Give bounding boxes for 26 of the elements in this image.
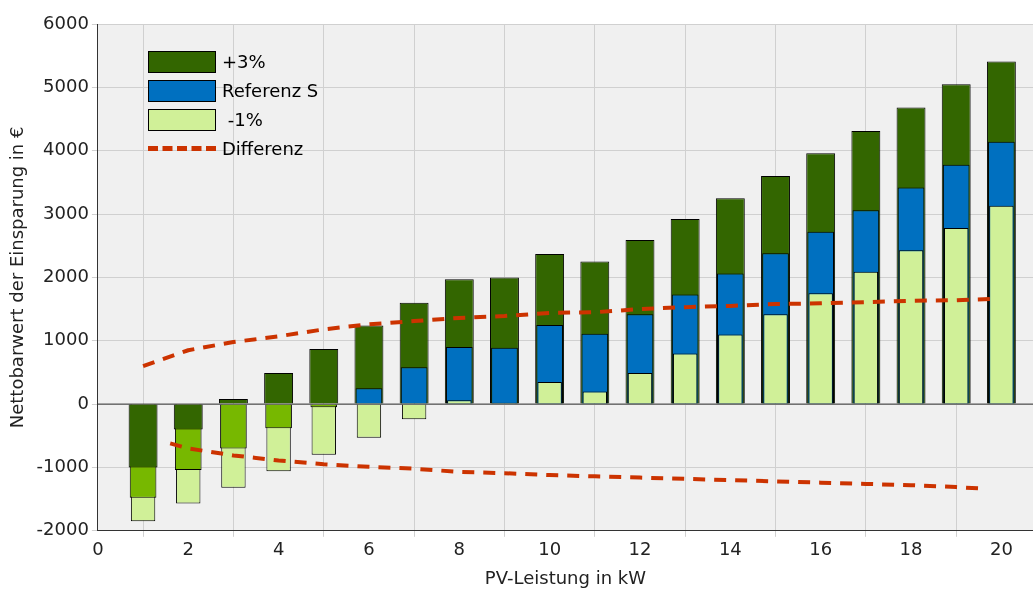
y-tick-label: 0	[77, 391, 89, 413]
y-tick-label: 1000	[43, 328, 89, 350]
y-tick-label: 4000	[43, 138, 89, 160]
x-tick-label: 0	[92, 538, 104, 560]
y-tick-label: 2000	[43, 265, 89, 287]
x-tick-label: 2	[182, 538, 194, 560]
x-tick-label: 16	[809, 538, 833, 560]
x-axis-title: PV-Leistung in kW	[484, 566, 647, 588]
x-tick-label: 20	[989, 538, 1013, 560]
y-axis-title: Nettobarwert der Einsparung in €	[6, 126, 28, 429]
legend-label: +3%	[222, 51, 266, 72]
y-tick-label: 3000	[43, 201, 89, 223]
y-tick-label: 6000	[43, 11, 89, 33]
legend-label: Differenz	[222, 138, 304, 159]
x-tick-label: 14	[718, 538, 742, 560]
legend-label: Referenz S	[222, 80, 319, 101]
legend-label: -1%	[226, 109, 263, 130]
x-tick-label: 8	[453, 538, 466, 560]
x-tick-label: 10	[538, 538, 562, 560]
y-tick-label: -2000	[36, 518, 89, 540]
y-tick-label: -1000	[36, 455, 89, 477]
x-tick-label: 18	[899, 538, 923, 560]
x-tick-label: 6	[363, 538, 375, 560]
x-tick-label: 4	[272, 538, 285, 560]
x-tick-label: 12	[628, 538, 652, 560]
y-tick-label: 5000	[43, 75, 89, 97]
